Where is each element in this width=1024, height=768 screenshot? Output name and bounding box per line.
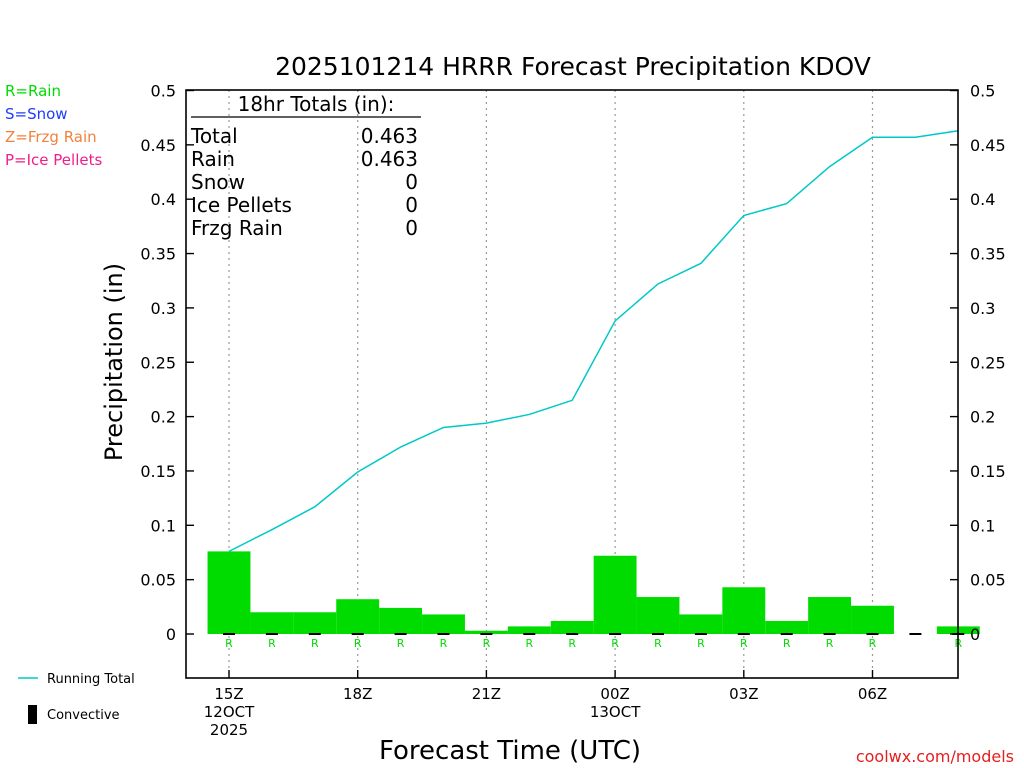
- y-tick-label-right: 0.3: [970, 299, 995, 318]
- precip-bar: [722, 587, 766, 634]
- precip-type-label: R: [568, 637, 576, 650]
- totals-value: 0.463: [361, 147, 418, 171]
- y-tick-label-left: 0: [166, 625, 176, 644]
- type-legend-entry: P=Ice Pellets: [5, 151, 102, 169]
- y-tick-label-right: 0.15: [970, 462, 1006, 481]
- precip-bar: [765, 620, 809, 634]
- y-tick-label-right: 0.45: [970, 136, 1006, 155]
- y-tick-label-right: 0.4: [970, 190, 995, 209]
- y-tick-label-left: 0.4: [151, 190, 176, 209]
- precip-bar: [593, 555, 637, 634]
- precip-type-label: R: [697, 637, 705, 650]
- x-tick-label: 15Z: [214, 685, 243, 703]
- precip-bar: [679, 614, 723, 634]
- x-tick-label: 00Z: [600, 685, 629, 703]
- x-tick-label: 21Z: [472, 685, 501, 703]
- precip-type-label: R: [525, 637, 533, 650]
- precip-bar: [550, 620, 594, 634]
- totals-label: Total: [190, 124, 238, 148]
- precip-bar: [207, 551, 251, 634]
- precip-bar: [422, 614, 465, 634]
- x-tick-label: 06Z: [858, 685, 887, 703]
- y-tick-label-left: 0.5: [151, 82, 176, 101]
- x-tick-label: 12OCT: [204, 703, 255, 721]
- y-tick-label-left: 0.45: [140, 136, 176, 155]
- y-axis-label: Precipitation (in): [100, 263, 128, 461]
- precip-bar: [293, 612, 337, 634]
- y-tick-label-left: 0.3: [151, 299, 176, 318]
- plot-frame: [185, 89, 959, 679]
- precip-type-label: R: [611, 637, 619, 650]
- running-total-line: [228, 129, 959, 553]
- totals-label: Ice Pellets: [191, 193, 292, 217]
- y-tick-label-right: 0.1: [970, 516, 995, 535]
- totals-header: 18hr Totals (in):: [238, 92, 395, 116]
- y-tick-label-right: 0.05: [970, 571, 1006, 590]
- precip-type-label: R: [225, 637, 233, 650]
- precip-type-label: R: [869, 637, 877, 650]
- precip-bar: [851, 605, 894, 634]
- precip-bar: [808, 597, 852, 634]
- y-tick-label-left: 0.25: [140, 353, 176, 372]
- precip-bar: [464, 630, 508, 634]
- precip-type-label: R: [311, 637, 319, 650]
- x-axis-label: Forecast Time (UTC): [379, 736, 641, 766]
- y-tick-label-left: 0.05: [140, 571, 176, 590]
- y-tick-label-right: 0.2: [970, 408, 995, 427]
- type-legend-entry: S=Snow: [5, 105, 68, 123]
- y-tick-label-right: 0: [970, 625, 980, 644]
- precip-type-label: R: [483, 637, 491, 650]
- x-tick-label: 18Z: [343, 685, 372, 703]
- y-tick-label-right: 0.5: [970, 82, 995, 101]
- y-tick-label-left: 0.15: [140, 462, 176, 481]
- type-legend-entry: Z=Frzg Rain: [5, 128, 97, 146]
- precip-bar: [636, 597, 680, 634]
- series-legend-label: Running Total: [47, 672, 135, 687]
- precip-type-label: R: [397, 637, 405, 650]
- precip-bar: [507, 626, 551, 634]
- legend-box-swatch: [28, 705, 37, 724]
- x-tick-label: 13OCT: [590, 703, 641, 721]
- precip-type-label: R: [783, 637, 791, 650]
- totals-label: Rain: [191, 147, 235, 171]
- x-tick-label: 03Z: [729, 685, 758, 703]
- totals-value: 0: [405, 193, 418, 217]
- x-tick-label: 2025: [210, 721, 248, 739]
- credit-text: coolwx.com/models: [856, 747, 1014, 766]
- totals-value: 0: [405, 216, 418, 240]
- y-tick-label-left: 0.2: [151, 408, 176, 427]
- precip-type-label: R: [354, 637, 362, 650]
- precip-type-label: R: [268, 637, 276, 650]
- totals-value: 0.463: [361, 124, 418, 148]
- precip-type-label: R: [826, 637, 834, 650]
- type-legend-entry: R=Rain: [5, 82, 61, 100]
- y-tick-label-left: 0.1: [151, 516, 176, 535]
- totals-label: Snow: [191, 170, 245, 194]
- totals-label: Frzg Rain: [191, 216, 283, 240]
- precip-bar: [379, 607, 423, 634]
- precip-bar: [250, 612, 294, 634]
- totals-value: 0: [405, 170, 418, 194]
- precip-type-label: R: [654, 637, 662, 650]
- y-tick-label-right: 0.35: [970, 245, 1006, 264]
- chart-title: 2025101214 HRRR Forecast Precipitation K…: [275, 52, 871, 81]
- precip-bar: [336, 599, 380, 634]
- series-legend-label: Convective: [47, 708, 120, 723]
- precip-type-label: R: [740, 637, 748, 650]
- y-tick-label-left: 0.35: [140, 245, 176, 264]
- y-tick-label-right: 0.25: [970, 353, 1006, 372]
- precip-type-label: R: [440, 637, 448, 650]
